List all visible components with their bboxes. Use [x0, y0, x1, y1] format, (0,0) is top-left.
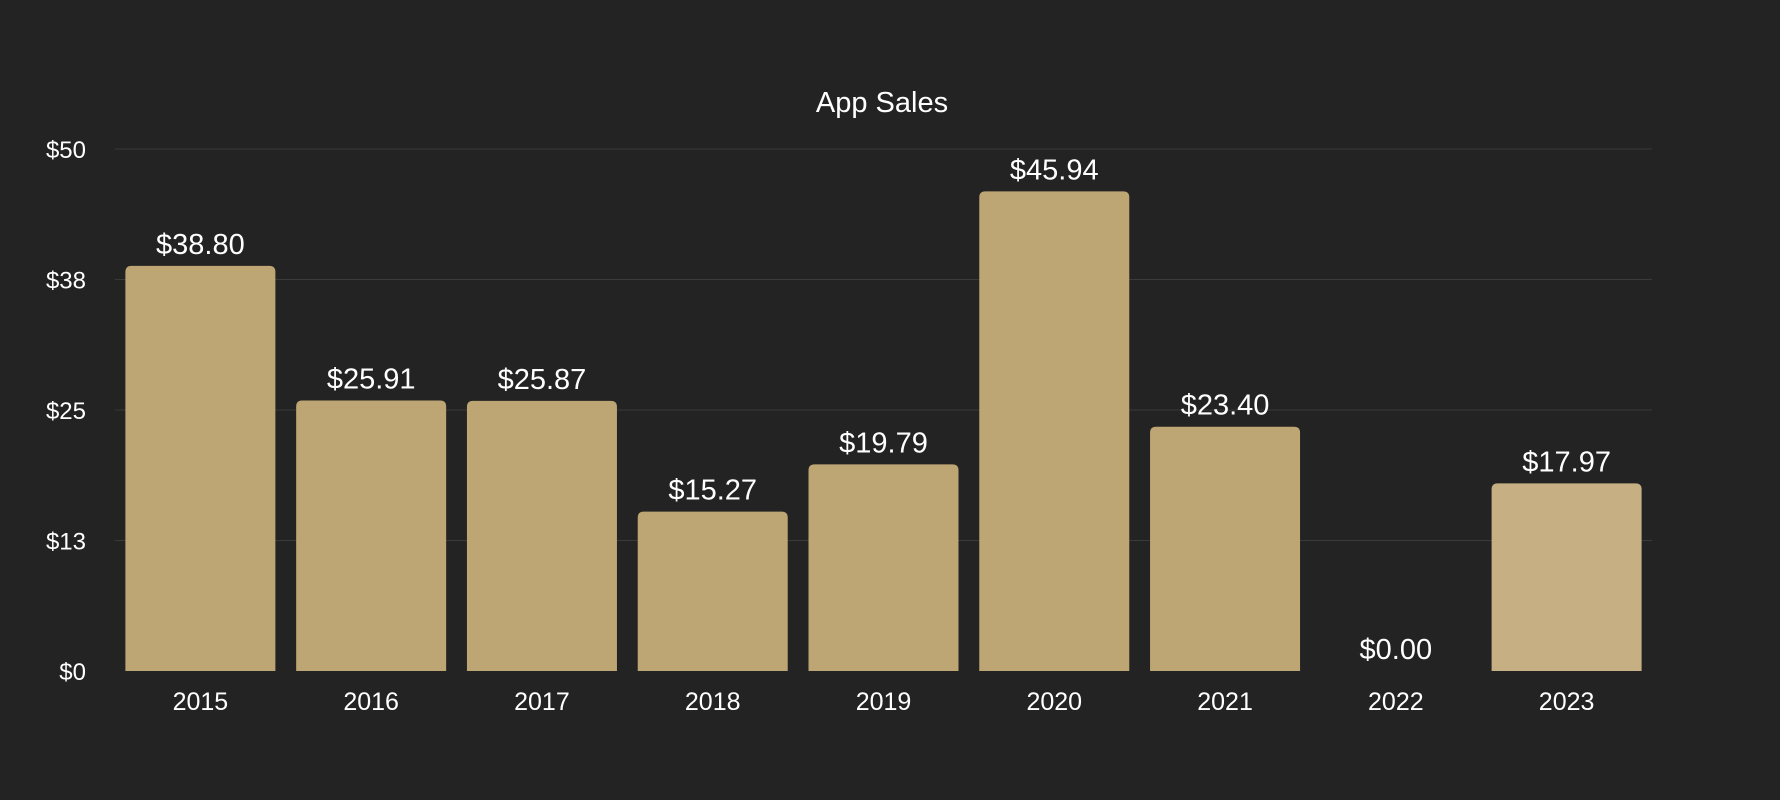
data-label-2018: $15.27	[668, 475, 757, 507]
bar-2021[interactable]	[1150, 426, 1301, 671]
y-tick-label: $50	[46, 137, 86, 164]
y-tick-label: $25	[46, 398, 86, 425]
data-label-2017: $25.87	[498, 364, 587, 396]
data-label-2023: $17.97	[1522, 446, 1611, 478]
bar-2020[interactable]	[979, 191, 1130, 671]
x-tick-label-2015: 2015	[173, 688, 229, 716]
x-tick-label-2023: 2023	[1539, 688, 1595, 716]
y-axis-ticks: $0 $13 $25 $38 $50	[46, 137, 86, 686]
data-labels: $38.80 $25.91 $25.87 $15.27 $19.79 $45.94 $23.…	[156, 154, 1611, 666]
bar-2019[interactable]	[808, 464, 959, 671]
x-tick-label-2016: 2016	[343, 688, 399, 716]
x-axis-ticks: 2015 2016 2017 2018 2019 2020 2021 2022 2023	[173, 688, 1595, 716]
chart-title: App Sales	[816, 87, 948, 119]
bar-2016[interactable]	[296, 400, 447, 671]
data-label-2022: $0.00	[1360, 634, 1433, 666]
bar-2023[interactable]	[1491, 483, 1642, 671]
x-tick-label-2018: 2018	[685, 688, 741, 716]
data-label-2015: $38.80	[156, 229, 245, 261]
x-tick-label-2020: 2020	[1026, 688, 1082, 716]
data-label-2021: $23.40	[1181, 390, 1270, 422]
data-label-2019: $19.79	[839, 427, 928, 459]
bar-2018[interactable]	[637, 511, 788, 671]
data-label-2016: $25.91	[327, 363, 416, 395]
x-tick-label-2021: 2021	[1197, 688, 1253, 716]
x-tick-label-2017: 2017	[514, 688, 570, 716]
y-tick-label: $0	[59, 659, 86, 686]
data-label-2020: $45.94	[1010, 154, 1099, 186]
x-tick-label-2022: 2022	[1368, 688, 1424, 716]
bar-2017[interactable]	[466, 400, 617, 671]
bars	[125, 191, 1642, 671]
x-tick-label-2019: 2019	[856, 688, 912, 716]
y-tick-label: $38	[46, 268, 86, 295]
y-tick-label: $13	[46, 529, 86, 556]
bar-2015[interactable]	[125, 265, 276, 671]
